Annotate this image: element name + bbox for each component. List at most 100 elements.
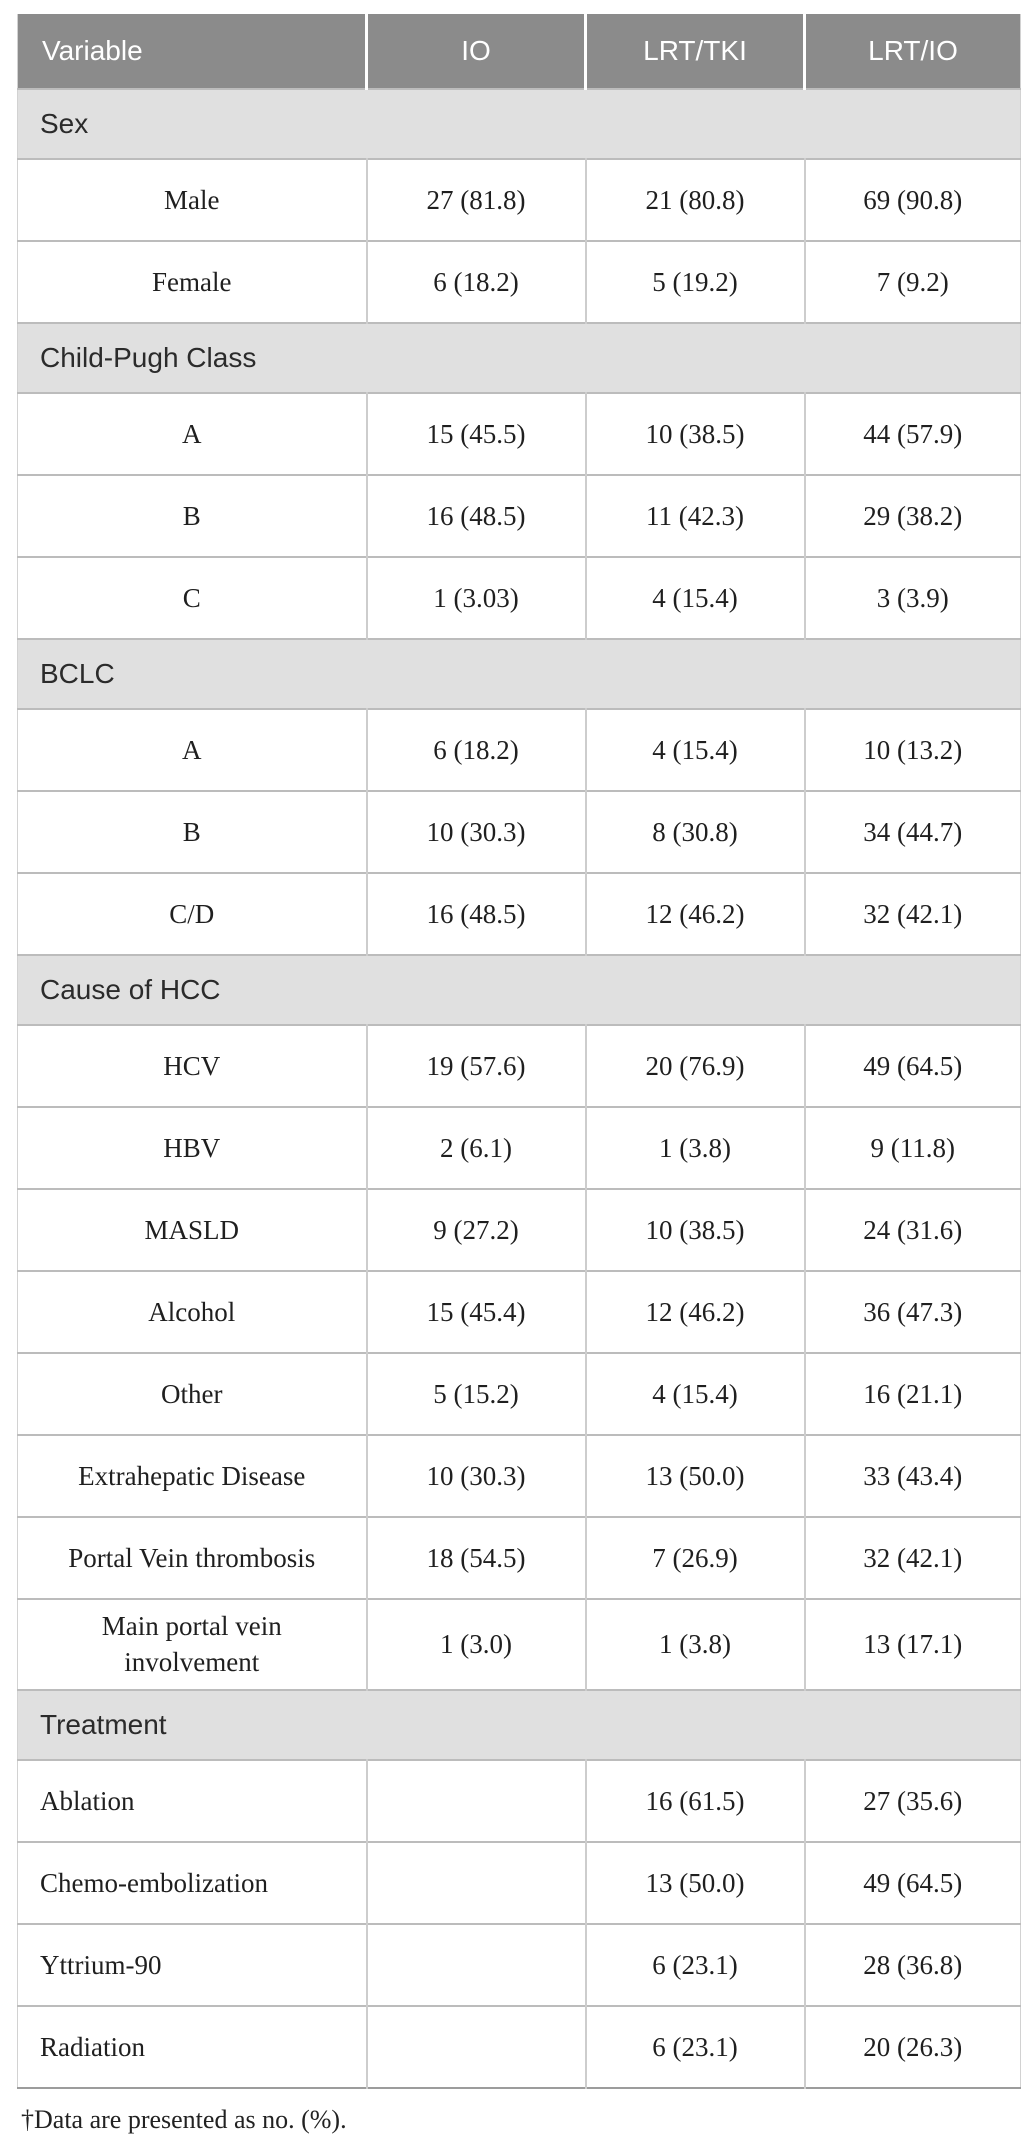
row-label: B — [17, 791, 367, 873]
cell-value: 1 (3.8) — [584, 1599, 805, 1690]
cell-value: 6 (18.2) — [365, 241, 586, 323]
cell-value: 16 (61.5) — [584, 1759, 805, 1842]
cell-value: 20 (76.9) — [584, 1025, 805, 1107]
cell-value: 4 (15.4) — [584, 557, 805, 639]
cell-value: 10 (30.3) — [365, 791, 586, 873]
cell-value: 24 (31.6) — [803, 1189, 1021, 1271]
cell-value: 15 (45.4) — [365, 1271, 586, 1353]
baseline-characteristics-table: Variable IO LRT/TKI LRT/IO Sex Male 27 (81… — [17, 14, 1021, 2089]
table-row: Portal Vein thrombosis 18 (54.5) 7 (26.9) 3… — [17, 1517, 1021, 1599]
cell-value: 29 (38.2) — [803, 475, 1021, 557]
row-label: Female — [17, 241, 367, 323]
table-row: Extrahepatic Disease 10 (30.3) 13 (50.0) 33… — [17, 1435, 1021, 1517]
cell-value: 19 (57.6) — [365, 1025, 586, 1107]
table-row: HCV 19 (57.6) 20 (76.9) 49 (64.5) — [17, 1025, 1021, 1107]
row-label: MASLD — [17, 1189, 367, 1271]
header-row: Variable IO LRT/TKI LRT/IO — [17, 14, 1021, 89]
section-label: Cause of HCC — [17, 955, 1021, 1025]
table-body: Sex Male 27 (81.8) 21 (80.8) 69 (90.8) Female… — [17, 89, 1021, 2088]
cell-value: 49 (64.5) — [803, 1025, 1021, 1107]
row-label: Other — [17, 1353, 367, 1435]
table-row: Male 27 (81.8) 21 (80.8) 69 (90.8) — [17, 159, 1021, 241]
cell-value: 44 (57.9) — [803, 393, 1021, 475]
cell-value: 9 (27.2) — [365, 1189, 586, 1271]
row-label: Alcohol — [17, 1271, 367, 1353]
cell-value: 69 (90.8) — [803, 159, 1021, 241]
cell-value: 20 (26.3) — [803, 2005, 1021, 2088]
section-label: Child-Pugh Class — [17, 323, 1021, 393]
row-label: HCV — [17, 1025, 367, 1107]
table-row: HBV 2 (6.1) 1 (3.8) 9 (11.8) — [17, 1107, 1021, 1189]
table-row: C/D 16 (48.5) 12 (46.2) 32 (42.1) — [17, 873, 1021, 955]
cell-value: 8 (30.8) — [584, 791, 805, 873]
cell-value: 9 (11.8) — [803, 1107, 1021, 1189]
cell-value: 11 (42.3) — [584, 475, 805, 557]
cell-value: 6 (23.1) — [584, 1923, 805, 2006]
row-label: Extrahepatic Disease — [17, 1435, 367, 1517]
table-row: Alcohol 15 (45.4) 12 (46.2) 36 (47.3) — [17, 1271, 1021, 1353]
row-label: Chemo-embolization — [17, 1841, 367, 1924]
table-row: Main portal vein involvement 1 (3.0) 1 (3.… — [17, 1599, 1021, 1690]
cell-value — [365, 1923, 586, 2006]
column-header-variable: Variable — [17, 14, 367, 89]
column-header-io: IO — [365, 14, 586, 89]
column-header-lrt-io: LRT/IO — [803, 14, 1021, 89]
cell-value: 49 (64.5) — [803, 1841, 1021, 1924]
column-header-lrt-tki: LRT/TKI — [584, 14, 805, 89]
cell-value: 1 (3.03) — [365, 557, 586, 639]
table-row: A 15 (45.5) 10 (38.5) 44 (57.9) — [17, 393, 1021, 475]
cell-value: 13 (50.0) — [584, 1435, 805, 1517]
section-row: Child-Pugh Class — [17, 323, 1021, 393]
cell-value: 4 (15.4) — [584, 1353, 805, 1435]
cell-value: 27 (35.6) — [803, 1759, 1021, 1842]
cell-value: 1 (3.0) — [365, 1599, 586, 1690]
table-footnote: †Data are presented as no. (%). — [21, 2104, 347, 2134]
cell-value: 6 (23.1) — [584, 2005, 805, 2088]
table-row: Yttrium-90 6 (23.1) 28 (36.8) — [17, 1923, 1021, 2006]
cell-value: 1 (3.8) — [584, 1107, 805, 1189]
row-label: HBV — [17, 1107, 367, 1189]
cell-value: 18 (54.5) — [365, 1517, 586, 1599]
section-label: Treatment — [17, 1689, 1021, 1760]
table-row: MASLD 9 (27.2) 10 (38.5) 24 (31.6) — [17, 1189, 1021, 1271]
cell-value: 33 (43.4) — [803, 1435, 1021, 1517]
row-label: Main portal vein involvement — [17, 1599, 367, 1690]
cell-value: 7 (9.2) — [803, 241, 1021, 323]
row-label: Portal Vein thrombosis — [17, 1517, 367, 1599]
row-label: C — [17, 557, 367, 639]
section-label: Sex — [17, 89, 1021, 159]
cell-value — [365, 1759, 586, 1842]
row-label: C/D — [17, 873, 367, 955]
cell-value: 21 (80.8) — [584, 159, 805, 241]
section-label: BCLC — [17, 639, 1021, 709]
table-row: Chemo-embolization 13 (50.0) 49 (64.5) — [17, 1841, 1021, 1924]
cell-value: 13 (50.0) — [584, 1841, 805, 1924]
section-row: Treatment — [17, 1689, 1021, 1760]
cell-value: 16 (48.5) — [365, 873, 586, 955]
table-row: B 10 (30.3) 8 (30.8) 34 (44.7) — [17, 791, 1021, 873]
cell-value: 2 (6.1) — [365, 1107, 586, 1189]
row-label: A — [17, 709, 367, 791]
cell-value: 5 (19.2) — [584, 241, 805, 323]
cell-value — [365, 1841, 586, 1924]
cell-value: 6 (18.2) — [365, 709, 586, 791]
cell-value: 36 (47.3) — [803, 1271, 1021, 1353]
table-row: Ablation 16 (61.5) 27 (35.6) — [17, 1759, 1021, 1842]
table-row: B 16 (48.5) 11 (42.3) 29 (38.2) — [17, 475, 1021, 557]
cell-value: 13 (17.1) — [803, 1599, 1021, 1690]
cell-value: 28 (36.8) — [803, 1923, 1021, 2006]
cell-value: 10 (30.3) — [365, 1435, 586, 1517]
table-row: Other 5 (15.2) 4 (15.4) 16 (21.1) — [17, 1353, 1021, 1435]
table-row: Radiation 6 (23.1) 20 (26.3) — [17, 2005, 1021, 2088]
row-label: B — [17, 475, 367, 557]
cell-value: 32 (42.1) — [803, 1517, 1021, 1599]
table-row: Female 6 (18.2) 5 (19.2) 7 (9.2) — [17, 241, 1021, 323]
cell-value: 34 (44.7) — [803, 791, 1021, 873]
cell-value: 15 (45.5) — [365, 393, 586, 475]
cell-value — [365, 2005, 586, 2088]
cell-value: 10 (38.5) — [584, 1189, 805, 1271]
section-row: Sex — [17, 89, 1021, 159]
section-row: Cause of HCC — [17, 955, 1021, 1025]
